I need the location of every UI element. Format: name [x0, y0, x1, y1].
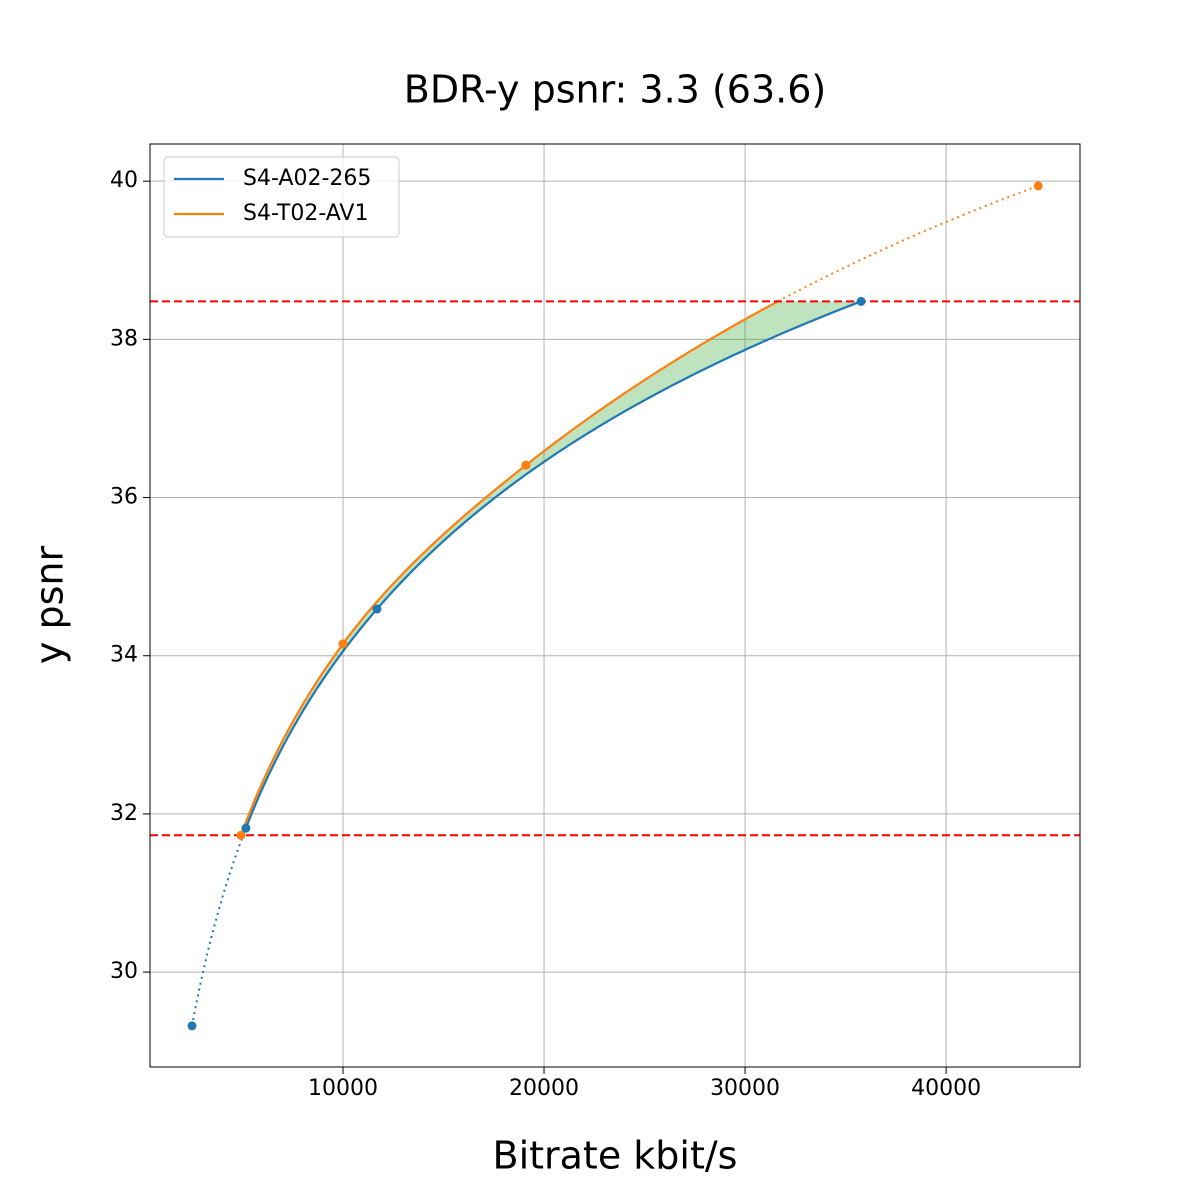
legend-label: S4-A02-265 [243, 166, 371, 191]
data-point [856, 296, 866, 306]
x-tick-label: 20000 [509, 1076, 579, 1101]
fit-curve-extrapolated [777, 184, 1039, 303]
plot-area: 10000 20000 30000 40000 30 32 34 36 38 40 [110, 143, 1081, 1101]
data-point [187, 1021, 197, 1031]
x-tick-label: 10000 [308, 1076, 378, 1101]
axes-frame [149, 143, 1081, 1068]
data-point [1033, 181, 1043, 191]
fit-curve [239, 300, 779, 836]
y-tick-label: 32 [110, 801, 138, 826]
chart-title: BDR-y psnr: 3.3 (63.6) [404, 68, 826, 112]
y-tick-label: 40 [110, 168, 138, 193]
x-axis-label: Bitrate kbit/s [493, 1134, 738, 1178]
data-point [338, 639, 348, 649]
bd-fill [240, 301, 862, 836]
x-tick-label: 30000 [710, 1076, 780, 1101]
data-point [521, 460, 531, 470]
legend-label: S4-T02-AV1 [243, 201, 368, 226]
x-tick-label: 40000 [911, 1076, 981, 1101]
y-tick-label: 30 [110, 959, 138, 984]
fit-curve-extrapolated [191, 834, 245, 1027]
legend-box [163, 156, 400, 238]
data-point [372, 604, 382, 614]
y-axis-label: y psnr [28, 546, 72, 665]
data-point [236, 830, 246, 840]
y-tick-label: 38 [110, 326, 138, 351]
y-tick-label: 36 [110, 485, 138, 510]
data-point [241, 823, 251, 833]
fit-curve [242, 300, 862, 836]
y-tick-label: 34 [110, 643, 138, 668]
